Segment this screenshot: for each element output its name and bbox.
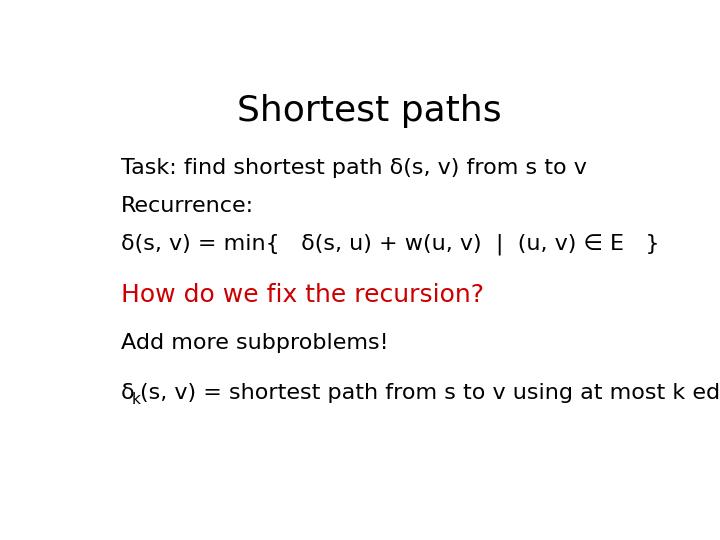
Text: Recurrence:: Recurrence: [121, 196, 254, 216]
Text: δ: δ [121, 383, 135, 403]
Text: Add more subproblems!: Add more subproblems! [121, 333, 388, 353]
Text: k: k [132, 392, 140, 407]
Text: (s, v) = shortest path from s to v using at most k edges: (s, v) = shortest path from s to v using… [140, 383, 720, 403]
Text: Task: find shortest path δ(s, v) from s to v: Task: find shortest path δ(s, v) from s … [121, 158, 587, 178]
Text: How do we fix the recursion?: How do we fix the recursion? [121, 283, 484, 307]
Text: Shortest paths: Shortest paths [237, 94, 501, 128]
Text: δ(s, v) = min{   δ(s, u) + w(u, v)  |  (u, v) ∈ E   }: δ(s, v) = min{ δ(s, u) + w(u, v) | (u, v… [121, 233, 660, 255]
